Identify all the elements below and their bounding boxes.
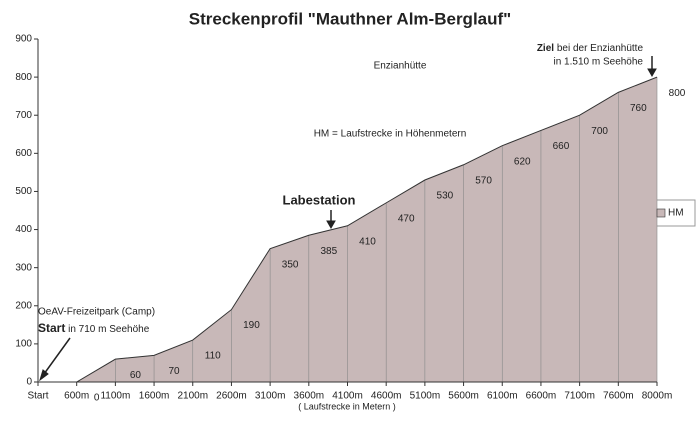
y-tick-label: 100 [15,339,32,350]
x-tick-label: 4100m [332,391,363,402]
x-tick-label: 5600m [448,391,479,402]
arrows [39,56,657,382]
x-tick-label: 600m [64,391,89,402]
y-tick-label: 200 [15,300,32,311]
annotation: Labestation [283,192,356,207]
data-label: 470 [398,214,415,225]
x-tick-label: 3100m [255,391,286,402]
data-label: 0 [94,393,100,404]
data-label: 800 [669,88,686,99]
data-label: 530 [437,191,454,202]
y-tick-label: 700 [15,110,32,121]
x-tick-label: 1600m [139,391,170,402]
data-label: 660 [553,141,570,152]
x-axis-label: ( Laufstrecke in Metern ) [298,401,396,411]
x-tick-label: Start [27,391,48,402]
x-tick-label: 8000m [642,391,673,402]
data-label: 410 [359,236,376,247]
data-label: 70 [169,366,181,377]
x-tick-label: 6600m [526,391,557,402]
chart-title: Streckenprofil "Mauthner Alm-Berglauf" [189,9,511,28]
data-label: 570 [475,175,492,186]
x-tick-label: 7600m [603,391,634,402]
y-tick-label: 900 [15,34,32,45]
x-tick-label: 2600m [216,391,247,402]
area-line [38,76,658,383]
y-tick-label: 400 [15,224,32,235]
x-tick-label: 7100m [564,391,595,402]
x-tick-label: 3600m [294,391,325,402]
data-label: 110 [205,351,221,362]
legend-label: HM [668,208,684,219]
data-label: 385 [320,246,337,257]
annotation: Start in 710 m Seehöhe [38,321,150,335]
y-tick-label: 0 [26,377,32,388]
annotation-text: in 710 m Seehöhe [68,324,150,335]
data-label: 760 [630,103,647,114]
data-label: 190 [243,320,260,331]
annotation: OeAV-Freizeitpark (Camp) [38,307,155,318]
data-label: 620 [514,156,531,167]
x-tick-label: 1100m [100,391,130,402]
legend-swatch [656,208,666,218]
annotation: Enzianhütte [374,61,427,72]
x-tick-label: 5100m [410,391,441,402]
data-label: 700 [591,126,608,137]
annotation-bold: Start [38,321,65,335]
data-label: 60 [130,370,142,381]
y-tick-label: 800 [15,72,32,83]
y-tick-label: 500 [15,186,32,197]
annotation: Ziel bei der Enzianhütte [537,43,644,54]
annotation-bold: Ziel [537,43,554,54]
x-tick-label: 4600m [371,391,402,402]
annotation: in 1.510 m Seehöhe [553,57,643,68]
data-label: 350 [282,259,299,270]
x-tick-label: 6100m [487,391,518,402]
y-tick-label: 600 [15,148,32,159]
y-tick-label: 300 [15,262,32,273]
x-tick-label: 2100m [177,391,208,402]
annotation-text: bei der Enzianhütte [557,43,644,54]
annotation: HM = Laufstrecke in Höhenmetern [314,129,467,140]
